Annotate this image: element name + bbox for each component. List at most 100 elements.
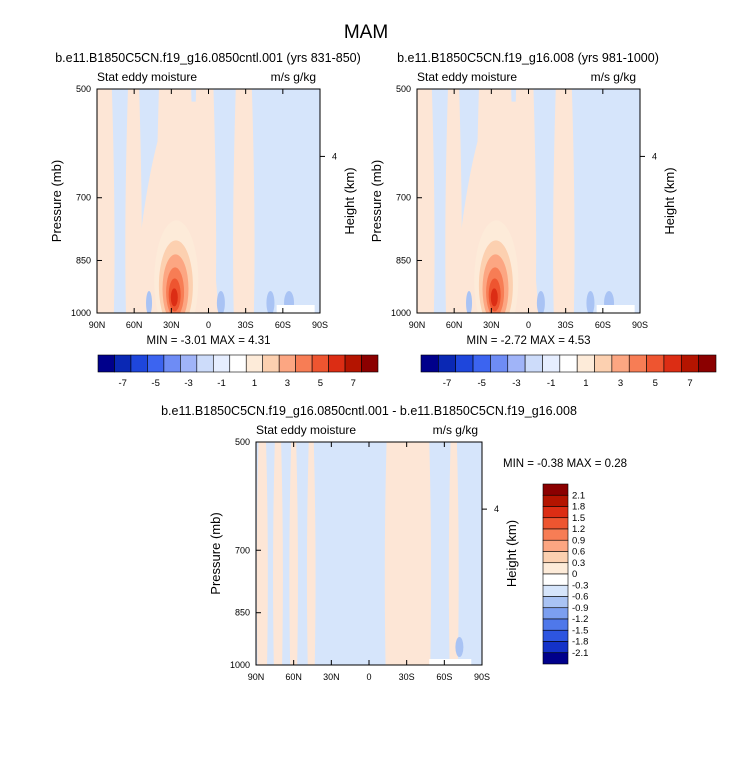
x-tick-label: 90N (409, 320, 426, 330)
right-subtitle: m/s g/kg (433, 423, 478, 437)
colorbar-cell (311, 354, 329, 373)
y-tick-label: 500 (235, 437, 250, 447)
right-y-tick-label: 4 (494, 504, 499, 514)
colorbar-cell (542, 494, 569, 507)
colorbar-cell (507, 354, 526, 373)
colorbar-label: 1.5 (572, 513, 585, 524)
colorbar-label: 7 (351, 378, 356, 389)
colorbar-cell (295, 354, 313, 373)
colorbar-label: -1 (547, 378, 555, 389)
x-tick-label: 30S (399, 672, 415, 682)
colorbar-cell (212, 354, 231, 373)
colorbar-cell (628, 354, 647, 373)
contour-fill-positive (445, 89, 462, 313)
x-tick-label: 60N (126, 320, 143, 330)
contour-core (170, 288, 178, 307)
figure-title: MAM (344, 22, 388, 43)
x-tick-label: 30S (238, 320, 254, 330)
missing-data (276, 305, 315, 313)
colorbar-cell (196, 354, 214, 373)
colorbar-label: -7 (118, 378, 126, 389)
colorbar-cell (542, 506, 569, 519)
colorbar: -7 -5 -3 -1 1 3 5 7 (97, 354, 379, 389)
panel-control: b.e11.B1850C5CN.f19_g16.0850cntl.001 (yr… (49, 51, 379, 389)
x-tick-label: 0 (526, 320, 531, 330)
y-tick-label: 1000 (391, 308, 411, 318)
colorbar-cell (420, 354, 439, 373)
contour-fill-positive (273, 442, 283, 665)
colorbar-label: -1.2 (572, 614, 588, 625)
colorbar-cell (524, 354, 543, 373)
colorbar-label: 0.9 (572, 535, 585, 546)
colorbar-cell (361, 354, 379, 373)
colorbar-cell (576, 354, 595, 373)
colorbar-cell (542, 573, 569, 586)
colorbar-cell (542, 354, 561, 373)
contour-fill-negative (455, 637, 464, 657)
colorbar-label: -0.6 (572, 592, 588, 603)
contour-field (97, 89, 320, 313)
colorbar-cell (180, 354, 198, 373)
contour-fill-positive (454, 101, 539, 313)
colorbar-cell (542, 483, 569, 496)
min-max-stats: MIN = -3.01 MAX = 4.31 (146, 335, 270, 347)
contour-fill-negative (146, 291, 153, 313)
panel-title: b.e11.B1850C5CN.f19_g16.008 (yrs 981-100… (397, 51, 659, 65)
missing-data (429, 659, 472, 665)
colorbar-label: 0.3 (572, 558, 585, 569)
contour-fill-positive (134, 101, 219, 313)
contour-field (417, 89, 640, 313)
colorbar-cell (229, 354, 247, 373)
colorbar-cell (542, 528, 569, 541)
x-tick-label: 60S (595, 320, 611, 330)
left-subtitle: Stat eddy moisture (97, 70, 197, 84)
right-subtitle: m/s g/kg (271, 70, 316, 84)
colorbar-cell (542, 517, 569, 530)
colorbar-cell (542, 618, 569, 631)
y-tick-label: 700 (235, 545, 250, 555)
colorbar-label: -2.1 (572, 648, 588, 659)
colorbar-cell (542, 596, 569, 609)
colorbar-label: 0.6 (572, 547, 585, 558)
x-tick-label: 60N (285, 672, 302, 682)
contour-fill-positive (553, 89, 575, 313)
colorbar-cell (542, 641, 569, 654)
colorbar-cell (542, 539, 569, 552)
colorbar-cell (663, 354, 682, 373)
right-y-axis-label: Height (km) (662, 167, 677, 234)
missing-data (596, 305, 635, 313)
x-tick-label: 60N (446, 320, 463, 330)
colorbar-cell (542, 551, 569, 564)
x-tick-label: 60S (436, 672, 452, 682)
colorbar-cell (278, 354, 296, 373)
colorbar-label: 3 (285, 378, 290, 389)
right-y-axis-label: Height (km) (504, 520, 519, 587)
colorbar-label: 5 (653, 378, 658, 389)
y-tick-label: 700 (396, 193, 411, 203)
colorbar-label: -1 (217, 378, 225, 389)
contour-fill-negative (266, 291, 275, 313)
panel-title: b.e11.B1850C5CN.f19_g16.0850cntl.001 - b… (161, 404, 577, 418)
y-tick-label: 850 (396, 255, 411, 265)
colorbar-cell (455, 354, 474, 373)
contour-fill-positive (289, 442, 298, 665)
colorbar-cell (97, 354, 115, 373)
x-tick-label: 0 (206, 320, 211, 330)
x-tick-label: 60S (275, 320, 291, 330)
contour-fill-positive (256, 442, 268, 665)
y-tick-label: 1000 (230, 660, 250, 670)
colorbar-label: 1 (252, 378, 257, 389)
colorbar-cell (490, 354, 509, 373)
colorbar-cell (245, 354, 264, 373)
colorbar: 2.11.81.51.20.90.60.30-0.3-0.6-0.9-1.2-1… (542, 483, 588, 665)
contour-fill-positive (97, 89, 115, 313)
colorbar-label: -3 (512, 378, 520, 389)
x-tick-label: 90S (312, 320, 328, 330)
colorbar-label: 3 (618, 378, 623, 389)
left-subtitle: Stat eddy moisture (256, 423, 356, 437)
colorbar-cell (472, 354, 491, 373)
colorbar-label: 1 (583, 378, 588, 389)
right-subtitle: m/s g/kg (591, 70, 636, 84)
colorbar-cell (542, 629, 569, 642)
panel-difference: b.e11.B1850C5CN.f19_g16.0850cntl.001 - b… (161, 404, 627, 682)
